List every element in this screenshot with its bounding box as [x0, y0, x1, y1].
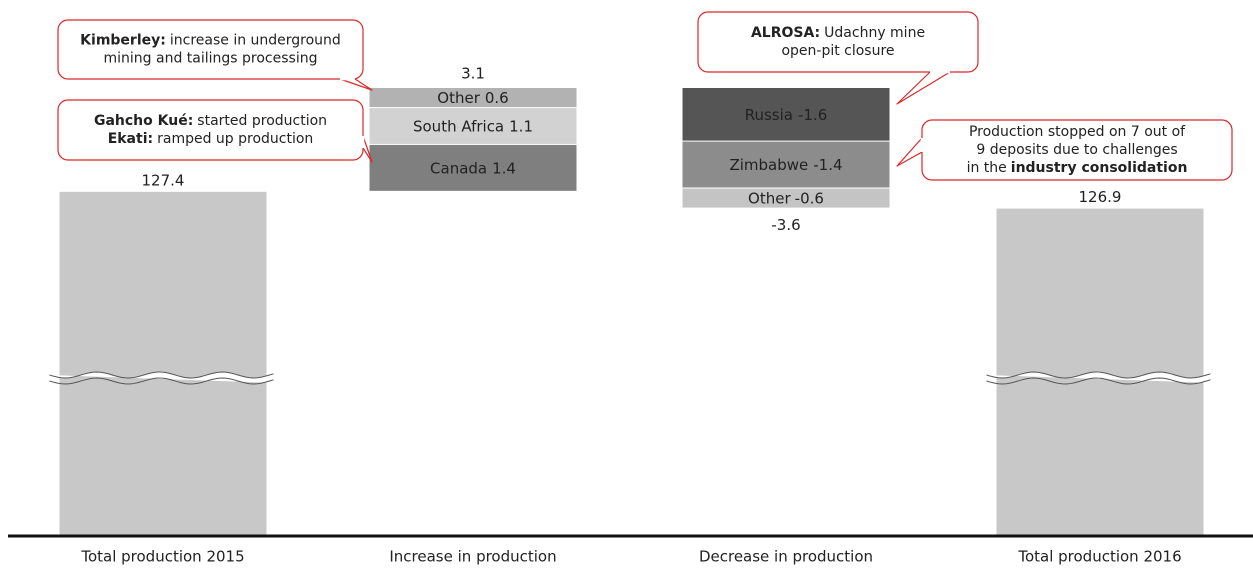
- callout-text: Gahcho Kué:: [94, 113, 193, 129]
- break-line: [986, 377, 1211, 385]
- total-label: 3.1: [461, 65, 485, 83]
- callout: Production stopped on 7 out of 9 deposits…: [896, 119, 1233, 181]
- segment: [682, 188, 890, 208]
- value-label: 127.4: [142, 171, 185, 189]
- callout-text: ramped up production: [157, 131, 313, 147]
- callout-pointer: [896, 137, 923, 167]
- callout: Gahcho Kué: started production Ekati: rampe…: [57, 99, 373, 163]
- callout-text: in the: [967, 160, 1007, 176]
- callout-box: [57, 99, 364, 161]
- callout-pointer: [362, 135, 373, 163]
- callout-line: open-pit closure: [781, 43, 894, 59]
- callout-line: Kimberley: increase in underground: [80, 33, 341, 49]
- segment-value: 1.1: [509, 117, 533, 135]
- callout: ALROSA: Udachny mine open-pit closure: [697, 11, 979, 105]
- segment-label: South Africa 1.1: [413, 117, 533, 135]
- segment-name: South Africa: [413, 117, 504, 135]
- segment-value: -1.6: [798, 105, 827, 123]
- break-line: [49, 377, 274, 385]
- category-label: Total production 2016: [1017, 548, 1181, 566]
- segment: [369, 88, 577, 108]
- callout-text: Ekati:: [108, 131, 153, 147]
- callout-line: 9 deposits due to challenges: [976, 142, 1177, 158]
- callout-text: ALROSA:: [751, 25, 820, 41]
- value-label: 126.9: [1079, 188, 1122, 206]
- segment: [682, 88, 890, 141]
- category-label: Increase in production: [389, 548, 556, 566]
- segment: [369, 108, 577, 144]
- total-bar: [59, 191, 267, 536]
- segment-label: Russia -1.6: [745, 105, 828, 123]
- segment-name: Canada: [430, 159, 487, 177]
- callout-pointer: [896, 71, 951, 105]
- callout-text: started production: [197, 113, 327, 129]
- segment: [682, 141, 890, 188]
- callout-line: in the industry consolidation: [967, 160, 1188, 176]
- segment-name: Other: [437, 89, 480, 107]
- segment-value: -1.4: [813, 156, 842, 174]
- segment-value: -0.6: [795, 189, 824, 207]
- callout-text: industry consolidation: [1011, 160, 1188, 176]
- axis-break: [986, 372, 1214, 383]
- callout-line: Gahcho Kué: started production: [94, 113, 327, 129]
- segment-value: 1.4: [492, 159, 516, 177]
- segment: [369, 144, 577, 191]
- callout-text: Udachny mine: [824, 25, 925, 41]
- segment-label: Other -0.6: [748, 189, 824, 207]
- category-label: Total production 2015: [80, 548, 244, 566]
- break-line: [49, 371, 274, 379]
- segment-label: Canada 1.4: [430, 159, 516, 177]
- callout-line: mining and tailings processing: [104, 51, 318, 67]
- segment-name: Russia: [745, 105, 793, 123]
- segment-value: 0.6: [485, 89, 509, 107]
- callout-box: [697, 11, 979, 73]
- callout-text: Production stopped on 7 out of: [969, 124, 1186, 140]
- callout-text: 9 deposits due to challenges: [976, 142, 1177, 158]
- axis-break: [49, 372, 277, 383]
- total-label: -3.6: [771, 216, 800, 234]
- callout-line: ALROSA: Udachny mine: [751, 25, 925, 41]
- callout-line: Ekati: ramped up production: [108, 131, 314, 147]
- segment-name: Other: [748, 189, 791, 207]
- callout-pointer: [339, 78, 373, 91]
- callout-text: increase in underground: [170, 33, 341, 49]
- callout-text: mining and tailings processing: [104, 51, 318, 67]
- segment-label: Other 0.6: [437, 89, 508, 107]
- break-line: [986, 371, 1211, 379]
- segment-label: Zimbabwe -1.4: [729, 156, 842, 174]
- callout-text: open-pit closure: [781, 43, 894, 59]
- callout-box: [57, 19, 364, 80]
- callout: Kimberley: increase in underground mining …: [57, 19, 373, 91]
- callout-line: Production stopped on 7 out of: [969, 124, 1186, 140]
- category-label: Decrease in production: [699, 548, 873, 566]
- segment-name: Zimbabwe: [729, 156, 808, 174]
- callout-text: Kimberley:: [80, 33, 166, 49]
